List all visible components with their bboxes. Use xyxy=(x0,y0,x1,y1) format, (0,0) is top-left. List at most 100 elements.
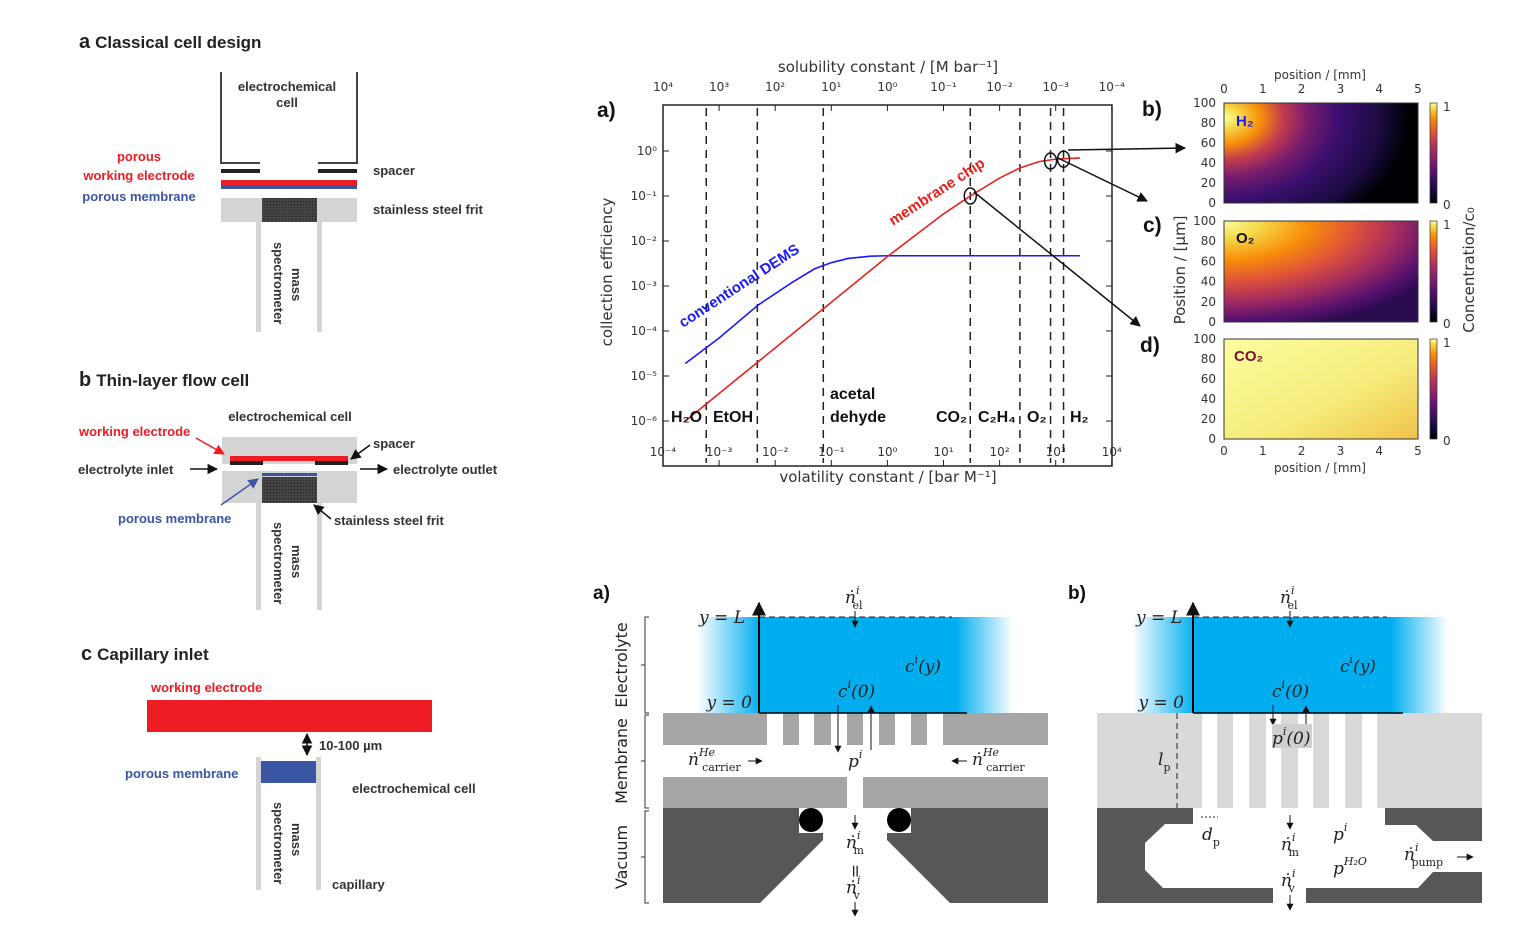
x-tick-label-bottom: 1 xyxy=(1259,444,1267,458)
pore-pressure-label: pi(0) xyxy=(1272,725,1311,749)
math-base: c xyxy=(905,657,915,677)
brace-electrolyte xyxy=(641,616,649,714)
vacuum-flux-label: ṅi v xyxy=(846,874,860,902)
y-tick-label: 10⁻² xyxy=(631,234,658,248)
pore-label-bg xyxy=(1272,724,1312,748)
x2-tick-label: 10⁻³ xyxy=(1042,80,1069,94)
math-sub: carrier xyxy=(986,761,1025,774)
x-tick-label: 10² xyxy=(990,445,1010,459)
math-sup: i xyxy=(1292,867,1296,880)
panel-label-d: d) xyxy=(1140,334,1160,357)
colorbar-label: Concentration/c₀ xyxy=(1460,207,1478,332)
spacer xyxy=(315,461,348,465)
panel-label-c: c) xyxy=(1143,214,1162,237)
species-label: dehyde xyxy=(830,409,886,426)
ms-label: mass xyxy=(289,545,304,578)
y-tick-label: 10⁻⁵ xyxy=(631,369,658,383)
math-sub: p xyxy=(1213,836,1220,849)
species-label: acetal xyxy=(830,386,875,403)
y-tick-label: 10⁻⁴ xyxy=(631,324,658,338)
arrow-to-b xyxy=(1067,142,1187,154)
colorbar-tick-label: 1 xyxy=(1443,336,1451,350)
y-tick-label: 100 xyxy=(1193,96,1216,110)
water-pressure-label: pH₂O xyxy=(1333,855,1367,879)
y-tick-label: 0 xyxy=(1208,196,1216,210)
heatmap-o2 xyxy=(1223,220,1419,323)
math-rest: (y) xyxy=(1353,657,1376,677)
colorbar-tick-label: 1 xyxy=(1443,100,1451,114)
x-tick-label-top: 2 xyxy=(1298,82,1306,96)
math-sup: He xyxy=(698,746,716,759)
math-sup: i xyxy=(859,748,863,761)
surface-concentration-label: ci(0) xyxy=(1272,678,1309,702)
x-tick-label: 10⁰ xyxy=(877,445,897,459)
label-y-0: y = 0 xyxy=(1138,693,1185,713)
panel-title: a Classical cell design xyxy=(79,31,261,53)
x2-tick-label: 10⁻¹ xyxy=(930,80,957,94)
math-base: l xyxy=(1158,750,1163,770)
panel-label-b: b) xyxy=(1142,98,1162,121)
y-tick-label: 80 xyxy=(1201,234,1216,248)
species-label: CO₂ xyxy=(936,409,967,426)
math-sup: i xyxy=(1291,584,1295,597)
spacer xyxy=(318,169,357,173)
math-sub: m xyxy=(1288,846,1299,859)
pore-model-diagram: b) y = L y = 0 ṅi el ci(y) ci(0) pi(0) lp… xyxy=(1068,583,1482,911)
y-tick-label: 100 xyxy=(1193,214,1216,228)
math-sup: i xyxy=(1292,831,1296,844)
math-sub: m xyxy=(853,844,864,857)
working-electrode xyxy=(230,456,348,461)
working-electrode xyxy=(221,180,357,185)
y-tick-label: 0 xyxy=(1208,315,1216,329)
y-tick-label: 20 xyxy=(1201,295,1216,309)
membrane-flux-label: ṅi m xyxy=(846,829,864,857)
porous-label: porous xyxy=(117,149,161,164)
math-base: d xyxy=(1202,825,1213,845)
panel-label: b) xyxy=(1068,583,1086,604)
math-sub: p xyxy=(1163,761,1170,774)
x-tick-label-bottom: 2 xyxy=(1298,444,1306,458)
spacer-label: spacer xyxy=(373,436,415,451)
panel-label: a) xyxy=(597,99,616,122)
math-sup: i xyxy=(857,829,861,842)
x2-tick-label: 10⁻⁴ xyxy=(1099,80,1126,94)
cell-label: electrochemical cell xyxy=(228,409,352,424)
highlight-circle xyxy=(1056,150,1071,168)
y-tick-label: 80 xyxy=(1201,116,1216,130)
frit-label: stainless steel frit xyxy=(334,513,444,528)
membrane-flux-label: ṅi m xyxy=(1281,831,1299,859)
brace-membrane xyxy=(641,714,649,809)
math-sup: H₂O xyxy=(1343,855,1367,868)
panel-title: c Capillary inlet xyxy=(81,643,209,665)
spacer xyxy=(221,169,260,173)
y-axis-label: Position / [µm] xyxy=(1171,216,1189,325)
ms-label: mass xyxy=(289,823,304,856)
electrolyte-region xyxy=(1132,617,1448,713)
arrow-to-d xyxy=(973,191,1141,327)
pore-length-label: lp xyxy=(1158,750,1170,774)
porous-membrane-label: porous membrane xyxy=(118,511,231,526)
vacuum-housing-lower-right xyxy=(1306,872,1482,903)
math-base: ṅ xyxy=(845,588,856,608)
x2-tick-label: 10⁰ xyxy=(877,80,897,94)
porous-membrane-label: porous membrane xyxy=(82,189,195,204)
heatmap-co2 xyxy=(1223,338,1419,440)
y-tick-label: 60 xyxy=(1201,136,1216,150)
x-tick-label-top: 1 xyxy=(1259,82,1267,96)
species-label: H₂O xyxy=(671,409,702,426)
math-sub: v xyxy=(852,889,860,902)
colorbar xyxy=(1429,102,1438,204)
y-tick-label: 60 xyxy=(1201,254,1216,268)
frit-label: stainless steel frit xyxy=(373,202,483,217)
math-base: c xyxy=(1272,682,1282,702)
colorbar-tick-label: 0 xyxy=(1443,198,1451,212)
porous-membrane xyxy=(261,761,316,783)
species-label-co2: CO₂ xyxy=(1234,348,1263,365)
outlet-label: electrolyte outlet xyxy=(393,462,498,477)
heatmap-h2 xyxy=(1223,102,1419,204)
tube-wall xyxy=(256,503,261,610)
y-tick-label: 60 xyxy=(1201,372,1216,386)
vacuum-flux-label: ṅi v xyxy=(1281,867,1295,895)
species-label-h2: H₂ xyxy=(1236,113,1254,130)
